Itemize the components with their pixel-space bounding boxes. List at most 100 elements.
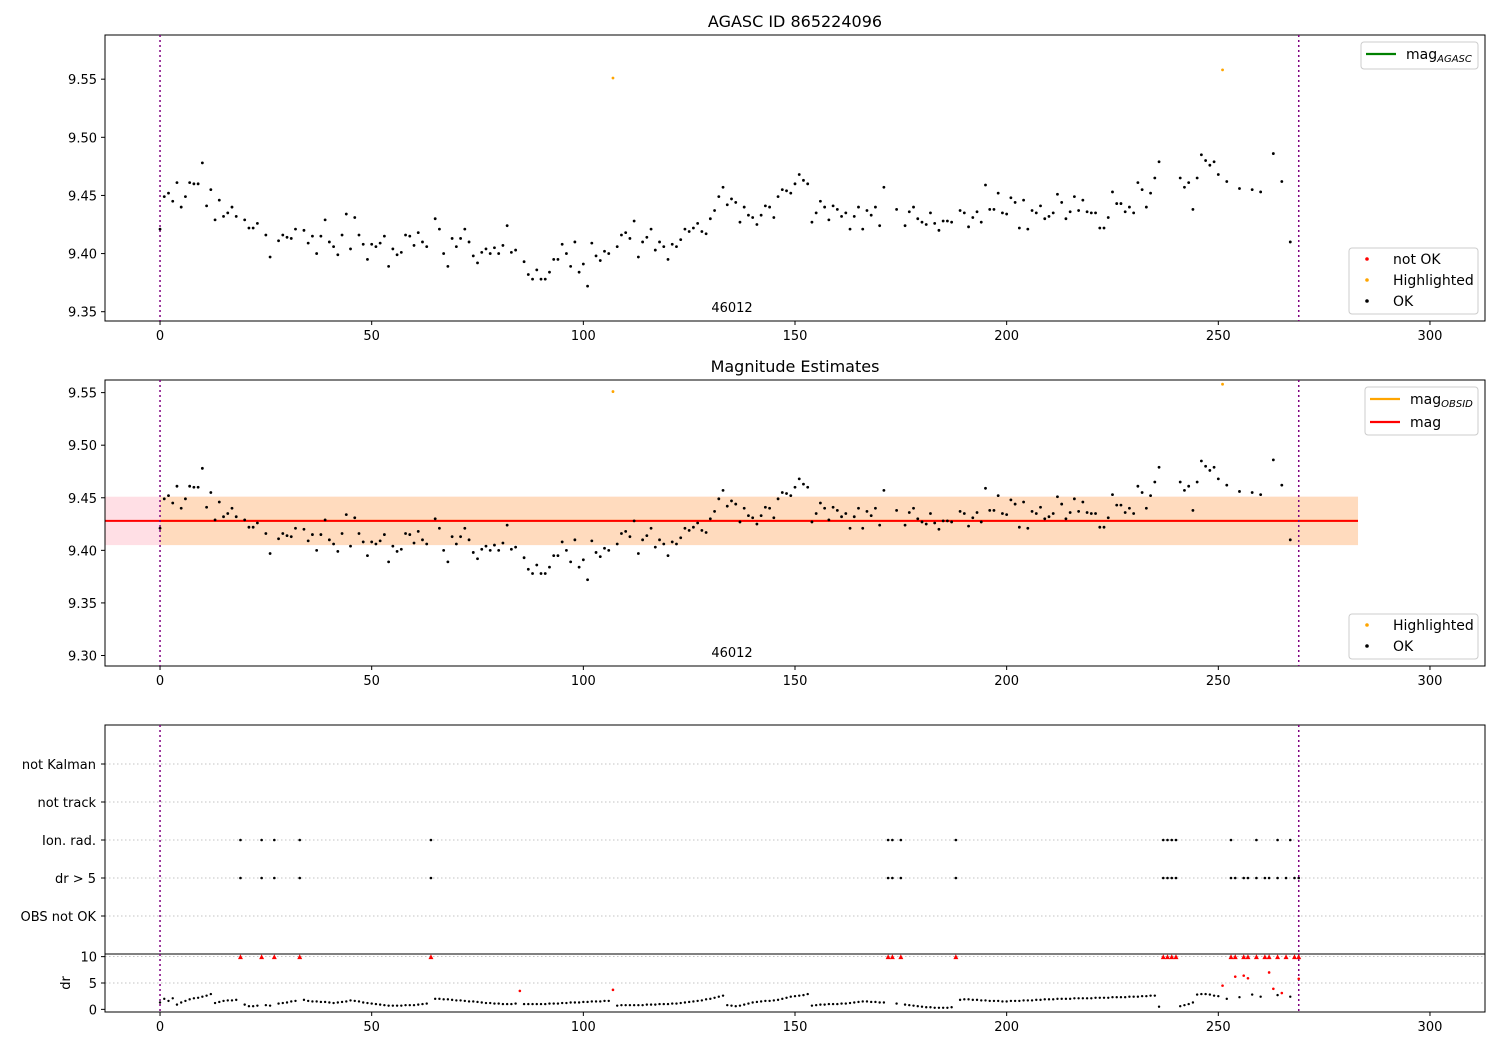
ok-point xyxy=(603,249,606,253)
ok-point xyxy=(162,195,166,199)
ok-point xyxy=(268,552,272,555)
flag-point xyxy=(239,876,242,880)
dr-point xyxy=(848,1001,852,1005)
dr-point xyxy=(582,1000,585,1004)
dr-point xyxy=(264,1003,268,1007)
flag-row-label: dr > 5 xyxy=(55,872,96,887)
dr-overflow-marker xyxy=(1228,954,1234,960)
dr-point xyxy=(912,1004,915,1007)
y-tick-label: 9.40 xyxy=(68,248,97,263)
dr-overflow-marker xyxy=(237,954,243,960)
ok-point xyxy=(1039,204,1042,208)
ok-point xyxy=(184,195,187,199)
dr-point xyxy=(459,999,462,1002)
ok-point xyxy=(382,234,386,238)
ok-point xyxy=(903,224,907,228)
ok-point xyxy=(336,549,340,553)
ok-point xyxy=(1111,190,1114,194)
dr-point xyxy=(717,995,721,998)
legend-mag-agasc: magAGASC xyxy=(1360,41,1479,70)
ok-point xyxy=(878,523,882,527)
dr-point xyxy=(408,1003,411,1007)
ok-point xyxy=(649,227,653,231)
dr-point xyxy=(353,999,356,1003)
ok-point xyxy=(302,228,306,232)
ok-point xyxy=(1216,173,1220,176)
ok-point xyxy=(1199,459,1203,463)
dr-point xyxy=(925,1006,928,1009)
legend-points-agasc: not OK Highlighted OK xyxy=(1348,247,1479,315)
ok-point xyxy=(988,207,992,211)
ok-point xyxy=(958,510,962,513)
ok-point xyxy=(865,510,869,513)
ok-point xyxy=(175,181,179,185)
flag-point xyxy=(298,876,302,880)
ok-point xyxy=(1094,512,1097,515)
dr-not-ok-point xyxy=(1297,977,1301,981)
ok-point xyxy=(1009,196,1013,200)
ok-point xyxy=(924,522,928,526)
ok-point xyxy=(721,185,725,189)
dr-point xyxy=(937,1006,941,1009)
dr-overflow-marker xyxy=(1169,954,1175,960)
ok-point xyxy=(467,538,471,542)
flag-point xyxy=(429,838,433,842)
dr-point xyxy=(1145,994,1148,998)
ok-point xyxy=(353,516,357,520)
ok-point xyxy=(730,197,733,201)
dr-point xyxy=(721,994,725,997)
dr-point xyxy=(1153,994,1157,997)
dr-point xyxy=(1119,996,1123,999)
ok-point xyxy=(929,211,932,215)
x-tick-label: 50 xyxy=(363,674,380,689)
obsid-annotation-top: 46012 xyxy=(711,301,752,316)
ok-point xyxy=(226,512,230,515)
ok-point xyxy=(1149,494,1152,498)
ok-point xyxy=(247,226,251,230)
ok-point xyxy=(814,211,818,215)
ok-point xyxy=(628,535,632,539)
ok-point xyxy=(1153,176,1157,180)
dr-point xyxy=(1149,994,1152,997)
ok-point xyxy=(835,207,839,211)
dr-point xyxy=(493,1002,496,1005)
ok-point xyxy=(802,482,805,486)
ok-point xyxy=(281,233,285,237)
ok-point xyxy=(865,209,869,212)
ok-point xyxy=(598,555,602,559)
ok-point xyxy=(268,255,272,259)
ok-point xyxy=(230,506,234,510)
ok-point xyxy=(1085,210,1089,214)
dr-point xyxy=(836,1002,839,1006)
dr-point xyxy=(865,1000,869,1003)
ok-point xyxy=(1072,195,1076,199)
dr-point xyxy=(569,1001,572,1004)
ok-point xyxy=(556,554,560,557)
ok-point xyxy=(509,547,513,551)
ok-point xyxy=(1271,458,1275,462)
legend-not-ok-marker xyxy=(1365,257,1369,261)
ok-point xyxy=(1001,512,1004,515)
ok-point xyxy=(171,199,175,203)
ok-point xyxy=(501,541,505,545)
ok-point xyxy=(311,533,314,536)
x-tick-label: 300 xyxy=(1418,1020,1443,1035)
ok-point xyxy=(463,227,467,231)
ok-point xyxy=(1089,211,1093,215)
dr-point xyxy=(209,992,213,996)
x-tick-label: 250 xyxy=(1206,1020,1231,1035)
dr-point xyxy=(844,1002,847,1005)
ok-point xyxy=(200,161,204,165)
dr-point xyxy=(196,996,200,999)
ok-point xyxy=(620,532,623,535)
dr-point xyxy=(1009,999,1013,1003)
y-tick-label: 10 xyxy=(80,951,97,966)
ok-point xyxy=(962,211,966,215)
ok-point xyxy=(522,260,526,264)
ok-point xyxy=(366,554,369,557)
ok-point xyxy=(958,209,962,212)
flag-point xyxy=(273,876,276,880)
dr-point xyxy=(599,1000,602,1003)
ok-point xyxy=(869,514,873,518)
